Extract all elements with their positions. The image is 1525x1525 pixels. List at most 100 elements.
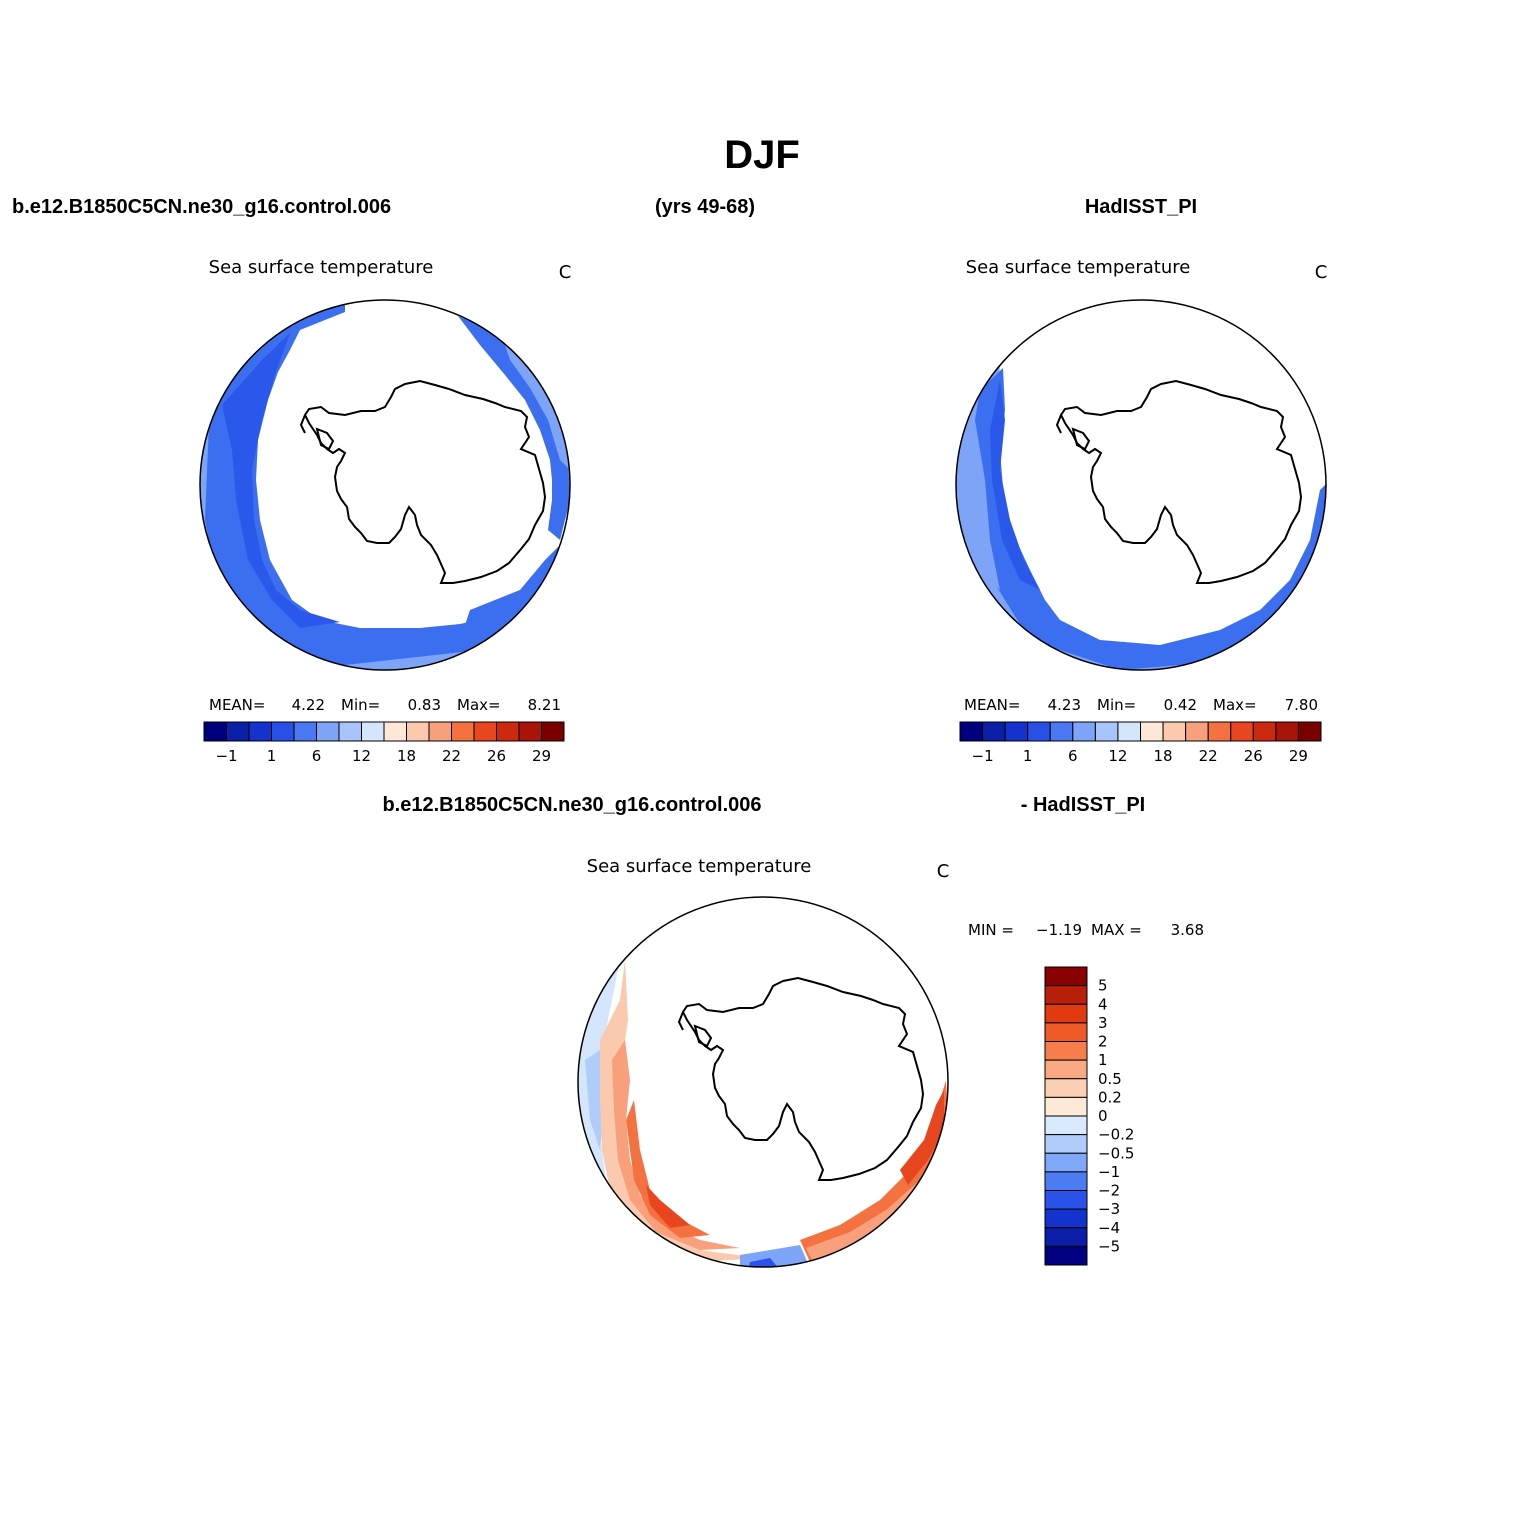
colorbar-tick-label: 6	[1068, 747, 1078, 765]
colorbar-swatch	[1044, 1096, 1088, 1117]
colorbar-tick-label: 29	[1289, 747, 1308, 765]
svg-text:Max=: Max=	[1213, 696, 1257, 714]
colorbar-swatch	[1252, 721, 1277, 742]
colorbar-obs: −1 1 6 12 18 22 26 29	[959, 721, 1322, 765]
svg-text:MEAN=: MEAN=	[964, 696, 1020, 714]
map-panel-obs	[955, 299, 1327, 671]
colorbar-tick-label: 1	[267, 747, 277, 765]
svg-text:8.21: 8.21	[528, 696, 561, 714]
colorbar-swatch	[1044, 966, 1088, 987]
header-left: b.e12.B1850C5CN.ne30_g16.control.006	[12, 196, 391, 218]
svg-text:MIN =: MIN =	[968, 921, 1014, 939]
colorbar-tick-label: 1	[1023, 747, 1033, 765]
colorbar-swatch	[1044, 1190, 1088, 1210]
colorbar-swatch	[1044, 1115, 1088, 1136]
colorbar-tick-label: −1	[1098, 1163, 1120, 1181]
figure-title: DJF	[724, 133, 800, 177]
colorbar-swatch	[1162, 721, 1187, 742]
colorbar-tick-label: 18	[1154, 747, 1173, 765]
colorbar-tick-label: 6	[312, 747, 322, 765]
colorbar-tick-label: 1	[1098, 1051, 1108, 1069]
colorbar-swatch	[1207, 721, 1232, 742]
colorbar-swatch	[1044, 1059, 1088, 1080]
diff-header-left: b.e12.B1850C5CN.ne30_g16.control.006	[382, 794, 761, 816]
colorbar-tick-label: −5	[1098, 1237, 1120, 1255]
colorbar-swatch	[1275, 721, 1299, 742]
panel-obs-units: C	[1315, 262, 1328, 283]
colorbar-swatch	[338, 721, 362, 742]
colorbar-tick-label: −3	[1098, 1200, 1120, 1218]
header-center: (yrs 49-68)	[655, 196, 755, 218]
colorbar-tick-label: 2	[1098, 1033, 1108, 1051]
colorbar-swatch	[496, 721, 520, 742]
colorbar-tick-label: 0	[1098, 1107, 1108, 1125]
colorbar-swatch	[203, 721, 227, 742]
panel-model-units: C	[559, 262, 572, 283]
panel-obs-title: Sea surface temperature	[966, 257, 1191, 278]
svg-text:4.23: 4.23	[1048, 696, 1081, 714]
colorbar-swatch	[248, 721, 272, 742]
colorbar-tick-label: 0.5	[1098, 1070, 1122, 1088]
colorbar-tick-label: −1	[972, 747, 994, 765]
colorbar-swatch	[226, 721, 250, 742]
colorbar-tick-label: 12	[352, 747, 371, 765]
svg-text:4.22: 4.22	[292, 696, 325, 714]
colorbar-tick-label: 29	[532, 747, 551, 765]
colorbar-swatch	[316, 721, 340, 742]
panel-model-title: Sea surface temperature	[209, 257, 434, 278]
svg-text:Min=: Min=	[341, 696, 380, 714]
colorbar-swatch	[1044, 1245, 1088, 1266]
colorbar-swatch	[451, 721, 475, 742]
colorbar-tick-label: 12	[1108, 747, 1127, 765]
map-boundary	[955, 299, 1327, 671]
colorbar-swatch	[1049, 721, 1074, 742]
colorbar-tick-label: 5	[1098, 977, 1108, 995]
colorbar-swatch	[1044, 1208, 1088, 1229]
colorbar-swatch	[1044, 1171, 1088, 1191]
colorbar-tick-label: 0.2	[1098, 1088, 1122, 1106]
colorbar-tick-label: 3	[1098, 1014, 1108, 1032]
colorbar-swatch	[361, 721, 385, 742]
colorbar-swatch	[982, 721, 1006, 742]
diff-header-right: - HadISST_PI	[1021, 794, 1145, 816]
colorbar-swatch	[1230, 721, 1254, 742]
colorbar-tick-label: −2	[1098, 1182, 1120, 1200]
colorbar-tick-label: 4	[1098, 995, 1108, 1013]
colorbar-swatch	[1044, 1003, 1088, 1024]
colorbar-tick-label: 22	[442, 747, 461, 765]
header-right: HadISST_PI	[1085, 196, 1197, 218]
map-panel-diff	[577, 896, 949, 1268]
colorbar-swatch	[1044, 1078, 1088, 1098]
colorbar-tick-label: 22	[1199, 747, 1218, 765]
colorbar-tick-label: 26	[487, 747, 506, 765]
map-boundary	[577, 896, 949, 1268]
svg-text:Min=: Min=	[1097, 696, 1136, 714]
colorbar-swatch	[1044, 985, 1088, 1005]
colorbar-swatch	[1044, 1041, 1088, 1061]
colorbar-swatch	[1044, 1134, 1088, 1154]
svg-text:MAX =: MAX =	[1091, 921, 1142, 939]
svg-text:−1.19: −1.19	[1036, 921, 1082, 939]
colorbar-swatch	[1044, 1022, 1088, 1042]
colorbar-tick-label: 18	[397, 747, 416, 765]
colorbar-swatch	[383, 721, 407, 742]
colorbar-swatch	[1185, 721, 1209, 742]
svg-text:0.83: 0.83	[408, 696, 441, 714]
colorbar-swatch	[428, 721, 452, 742]
colorbar-swatch	[293, 721, 317, 742]
colorbar-swatch	[1094, 721, 1119, 742]
colorbar-swatch	[1044, 1227, 1088, 1247]
colorbar-tick-label: −1	[215, 747, 237, 765]
panel-diff-units: C	[937, 861, 950, 882]
svg-text:7.80: 7.80	[1285, 696, 1318, 714]
colorbar-tick-label: 26	[1244, 747, 1263, 765]
colorbar-swatch	[473, 721, 497, 742]
map-boundary	[199, 299, 571, 671]
colorbar-swatch	[1072, 721, 1096, 742]
colorbar-swatch	[1027, 721, 1051, 742]
svg-text:3.68: 3.68	[1171, 921, 1204, 939]
svg-text:Max=: Max=	[457, 696, 501, 714]
